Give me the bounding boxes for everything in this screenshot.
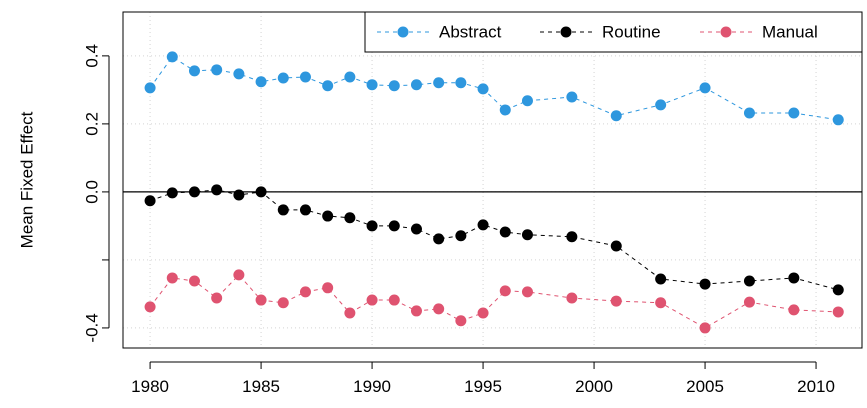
point xyxy=(188,186,200,198)
point xyxy=(566,292,578,304)
point xyxy=(499,104,511,116)
point xyxy=(743,107,755,119)
y-tick-label: -0.4 xyxy=(82,313,101,342)
point xyxy=(788,272,800,284)
point xyxy=(166,187,178,199)
point xyxy=(366,79,378,91)
point xyxy=(499,285,511,297)
series-line xyxy=(149,274,839,329)
point xyxy=(832,306,844,318)
point xyxy=(144,82,156,94)
point xyxy=(166,51,178,63)
point xyxy=(211,184,223,196)
point xyxy=(743,275,755,287)
point xyxy=(655,273,667,285)
point xyxy=(144,301,156,313)
point xyxy=(344,307,356,319)
point xyxy=(655,297,667,309)
point xyxy=(299,204,311,216)
point xyxy=(322,210,334,222)
point xyxy=(455,315,467,327)
point xyxy=(277,297,289,309)
series-line xyxy=(149,56,839,121)
point xyxy=(233,189,245,201)
point xyxy=(410,79,422,91)
point xyxy=(832,284,844,296)
point xyxy=(566,91,578,103)
point xyxy=(699,82,711,94)
point xyxy=(610,240,622,252)
legend-marker xyxy=(560,26,572,38)
series-line xyxy=(149,189,839,291)
point xyxy=(344,212,356,224)
legend-box xyxy=(364,11,863,53)
legend-marker xyxy=(720,26,732,38)
point xyxy=(299,286,311,298)
y-tick-label: 0.0 xyxy=(82,180,101,204)
point xyxy=(277,204,289,216)
point xyxy=(144,195,156,207)
point xyxy=(655,99,667,111)
legend-label: Routine xyxy=(602,22,661,41)
point xyxy=(366,220,378,232)
point xyxy=(455,77,467,89)
point xyxy=(410,305,422,317)
point xyxy=(211,64,223,76)
point xyxy=(477,83,489,95)
point xyxy=(433,77,445,89)
point xyxy=(388,80,400,92)
point xyxy=(255,76,267,88)
point xyxy=(388,220,400,232)
legend-label: Manual xyxy=(762,22,818,41)
y-tick-label: 0.2 xyxy=(82,112,101,136)
x-tick-label: 1985 xyxy=(242,377,280,396)
point xyxy=(233,68,245,80)
point xyxy=(521,95,533,107)
point xyxy=(788,304,800,316)
x-tick-label: 2000 xyxy=(575,377,613,396)
x-tick-label: 1980 xyxy=(131,377,169,396)
point xyxy=(433,233,445,245)
y-tick-label: 0.4 xyxy=(82,44,101,68)
point xyxy=(455,230,467,242)
point xyxy=(344,71,356,83)
point xyxy=(610,110,622,122)
point xyxy=(277,72,289,84)
point xyxy=(166,272,178,284)
point xyxy=(832,114,844,126)
point xyxy=(233,269,245,281)
x-tick-label: 2010 xyxy=(797,377,835,396)
point xyxy=(366,294,378,306)
point xyxy=(610,295,622,307)
point xyxy=(477,307,489,319)
point xyxy=(566,231,578,243)
point xyxy=(521,286,533,298)
legend-marker xyxy=(397,26,409,38)
point xyxy=(322,80,334,92)
x-tick-label: 1990 xyxy=(353,377,391,396)
point xyxy=(188,65,200,77)
point xyxy=(255,294,267,306)
point xyxy=(410,223,422,235)
point xyxy=(388,294,400,306)
legend-label: Abstract xyxy=(439,22,502,41)
x-tick-label: 2005 xyxy=(686,377,724,396)
point xyxy=(499,226,511,238)
point xyxy=(299,71,311,83)
y-axis-label: Mean Fixed Effect xyxy=(17,111,36,248)
point xyxy=(433,303,445,315)
point xyxy=(477,219,489,231)
x-tick-label: 1995 xyxy=(464,377,502,396)
point xyxy=(521,229,533,241)
point xyxy=(699,278,711,290)
point xyxy=(788,107,800,119)
point xyxy=(322,282,334,294)
point xyxy=(211,292,223,304)
point xyxy=(255,186,267,198)
point xyxy=(188,275,200,287)
point xyxy=(743,296,755,308)
point xyxy=(699,322,711,334)
